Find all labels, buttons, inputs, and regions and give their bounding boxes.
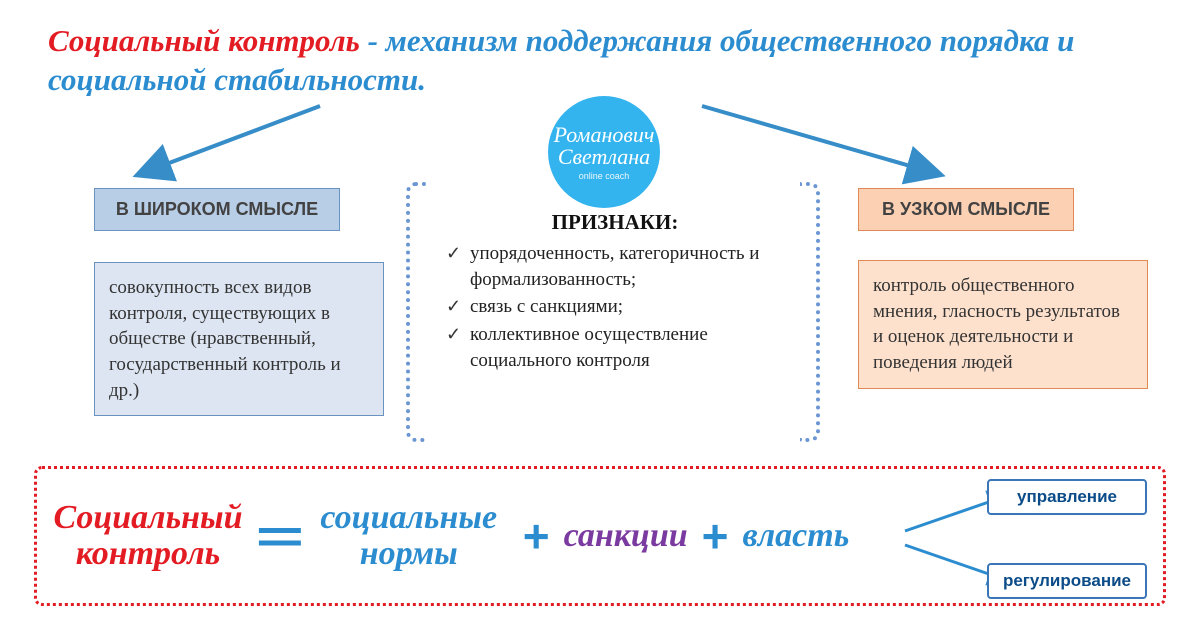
- formula-term3: санкции: [564, 518, 688, 554]
- signs-title: ПРИЗНАКИ:: [440, 210, 790, 235]
- equals-icon: ==: [257, 509, 295, 563]
- formula-term4: власть: [743, 518, 850, 554]
- formula-targets: управление регулирование: [987, 479, 1147, 599]
- arrow-to-left: [120, 98, 340, 186]
- bracket-right: [800, 182, 820, 442]
- bracket-left: [406, 182, 426, 442]
- logo-badge: Романович Светлана online coach: [548, 96, 660, 208]
- formula-term1: Социальный контроль: [53, 500, 243, 571]
- logo-line1: Романович: [554, 124, 655, 146]
- target-box-2: регулирование: [987, 563, 1147, 599]
- title-red: Социальный контроль: [48, 23, 360, 58]
- signs-list: упорядоченность, категоричность и формал…: [440, 241, 790, 373]
- signs-block: ПРИЗНАКИ: упорядоченность, категоричност…: [440, 210, 790, 375]
- logo-sub: online coach: [579, 172, 630, 181]
- right-body-box: контроль общественного мнения, гласность…: [858, 260, 1148, 389]
- page-title: Социальный контроль - механизм поддержан…: [48, 22, 1160, 100]
- signs-item: упорядоченность, категоричность и формал…: [440, 241, 790, 292]
- title-sep: -: [360, 23, 386, 58]
- left-body-box: совокупность всех видов контроля, сущест…: [94, 262, 384, 416]
- plus-icon: +: [702, 509, 729, 563]
- formula-box: Социальный контроль == социальные нормы …: [34, 466, 1166, 606]
- signs-item: связь с санкциями;: [440, 294, 790, 320]
- plus-icon: +: [523, 509, 550, 563]
- signs-item: коллективное осуществление социального к…: [440, 322, 790, 373]
- arrow-to-right: [682, 98, 962, 186]
- left-header-box: В ШИРОКОМ СМЫСЛЕ: [94, 188, 340, 231]
- target-box-1: управление: [987, 479, 1147, 515]
- right-header-box: В УЗКОМ СМЫСЛЕ: [858, 188, 1074, 231]
- formula-term2: социальные нормы: [309, 500, 509, 571]
- logo-line2: Светлана: [558, 146, 650, 168]
